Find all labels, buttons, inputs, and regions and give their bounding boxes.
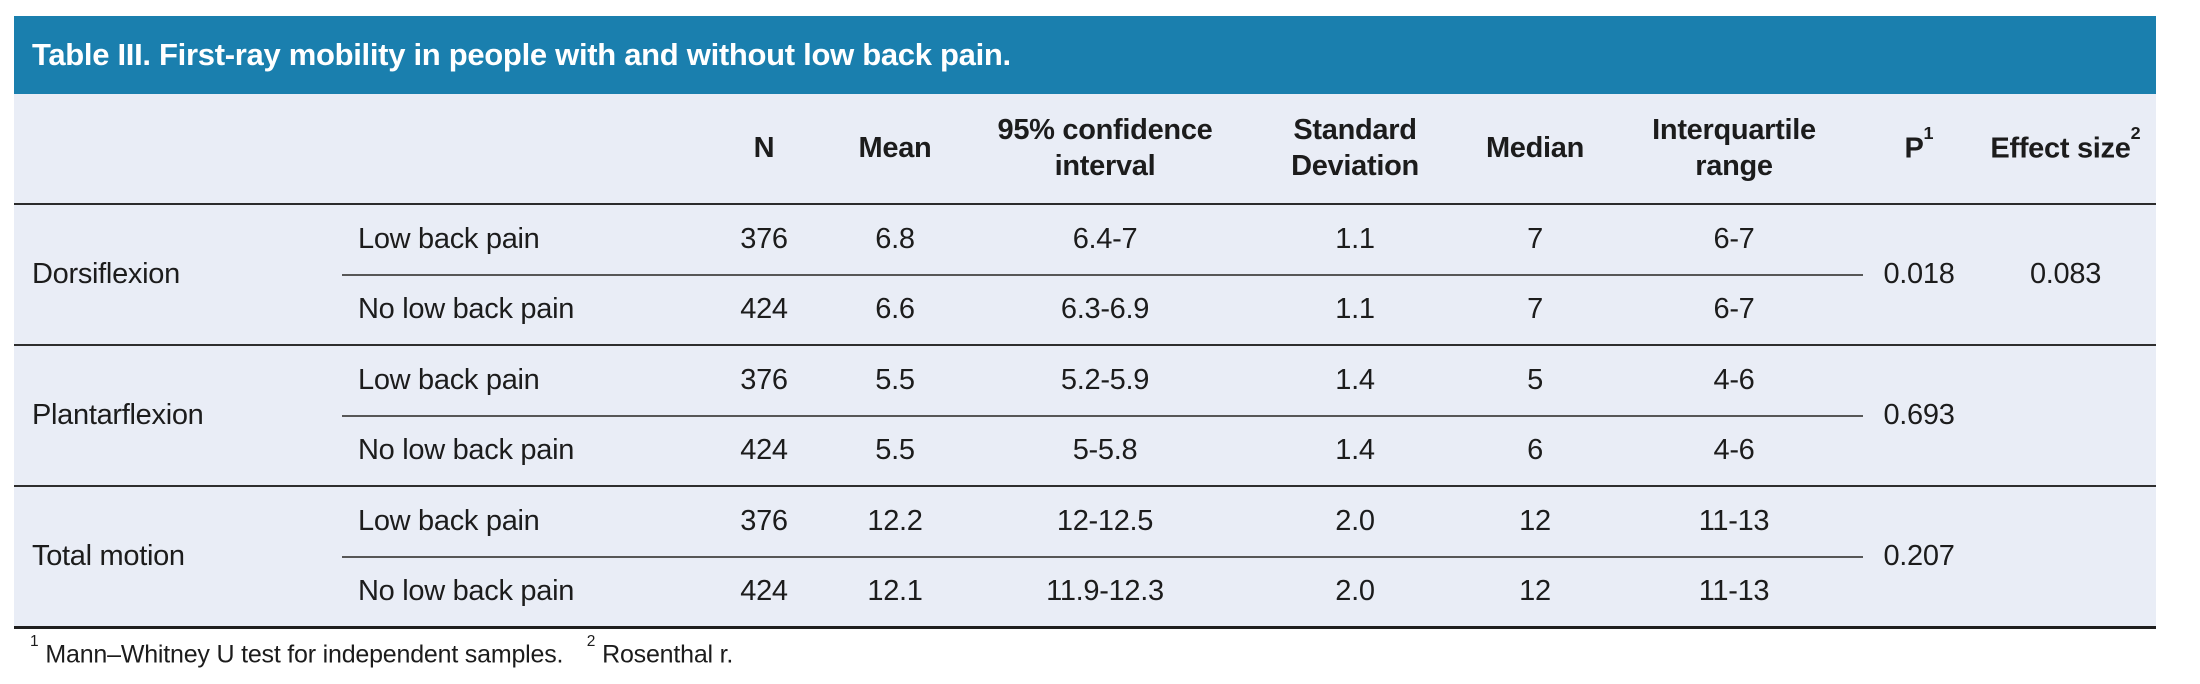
param-cell-total-motion: Total motion <box>14 486 342 629</box>
effect-size-cell <box>1975 345 2156 487</box>
n-cell: 376 <box>703 204 825 276</box>
col-header-p: P1 <box>1863 94 1975 205</box>
iqr-cell: 6-7 <box>1605 204 1863 276</box>
effect-size-cell: 0.083 <box>1975 204 2156 346</box>
table-title: Table III. First-ray mobility in people … <box>32 37 1011 72</box>
col-header-group <box>342 94 703 205</box>
ci-cell: 5.2-5.9 <box>965 345 1245 417</box>
col-header-median: Median <box>1465 94 1605 205</box>
param-cell-dorsiflexion: Dorsiflexion <box>14 204 342 346</box>
col-header-n: N <box>703 94 825 205</box>
p-cell: 0.693 <box>1863 345 1975 487</box>
footnote-marker-2: 2 <box>586 633 596 651</box>
sd-cell: 2.0 <box>1245 556 1465 629</box>
p-cell: 0.207 <box>1863 486 1975 629</box>
median-cell: 7 <box>1465 274 1605 346</box>
header-row: N Mean 95% confidence interval Standard … <box>14 94 2156 205</box>
n-cell: 376 <box>703 486 825 558</box>
col-header-parameter <box>14 94 342 205</box>
table-row: No low back pain 424 6.6 6.3-6.9 1.1 7 6… <box>14 274 2156 346</box>
sd-cell: 1.1 <box>1245 274 1465 346</box>
col-header-sd: Standard Deviation <box>1245 94 1465 205</box>
mean-cell: 5.5 <box>825 415 965 487</box>
iqr-cell: 6-7 <box>1605 274 1863 346</box>
mean-cell: 12.1 <box>825 556 965 629</box>
ci-cell: 12-12.5 <box>965 486 1245 558</box>
p-cell: 0.018 <box>1863 204 1975 346</box>
sd-cell: 2.0 <box>1245 486 1465 558</box>
table-row: No low back pain 424 5.5 5-5.8 1.4 6 4-6 <box>14 415 2156 487</box>
col-header-mean: Mean <box>825 94 965 205</box>
group-cell: Low back pain <box>342 204 703 276</box>
ci-cell: 6.3-6.9 <box>965 274 1245 346</box>
mean-cell: 12.2 <box>825 486 965 558</box>
median-cell: 6 <box>1465 415 1605 487</box>
footnote-text-2: Rosenthal r. <box>602 640 734 669</box>
mean-cell: 5.5 <box>825 345 965 417</box>
ci-cell: 5-5.8 <box>965 415 1245 487</box>
param-cell-plantarflexion: Plantarflexion <box>14 345 342 487</box>
group-cell: No low back pain <box>342 274 703 346</box>
p-superscript: 1 <box>1923 122 1934 143</box>
mean-cell: 6.8 <box>825 204 965 276</box>
sd-cell: 1.4 <box>1245 415 1465 487</box>
sd-cell: 1.4 <box>1245 345 1465 417</box>
n-cell: 424 <box>703 415 825 487</box>
col-header-effect-size: Effect size2 <box>1975 94 2156 205</box>
sd-cell: 1.1 <box>1245 204 1465 276</box>
iqr-cell: 4-6 <box>1605 415 1863 487</box>
n-cell: 424 <box>703 556 825 629</box>
footnote-text-1: Mann–Whitney U test for independent samp… <box>45 640 564 669</box>
effect-size-superscript: 2 <box>2130 122 2141 143</box>
group-cell: No low back pain <box>342 556 703 629</box>
table-row: Total motion Low back pain 376 12.2 12-1… <box>14 486 2156 629</box>
first-ray-mobility-table: N Mean 95% confidence interval Standard … <box>14 94 2156 629</box>
iqr-cell: 11-13 <box>1605 486 1863 558</box>
iqr-cell: 11-13 <box>1605 556 1863 629</box>
iqr-cell: 4-6 <box>1605 345 1863 417</box>
ci-cell: 6.4-7 <box>965 204 1245 276</box>
group-cell: Low back pain <box>342 486 703 558</box>
table-row: Dorsiflexion Low back pain 376 6.8 6.4-7… <box>14 204 2156 346</box>
effect-size-cell <box>1975 486 2156 629</box>
median-cell: 12 <box>1465 486 1605 558</box>
table-row: Plantarflexion Low back pain 376 5.5 5.2… <box>14 345 2156 487</box>
n-cell: 424 <box>703 274 825 346</box>
table-footnote: 1 Mann–Whitney U test for independent sa… <box>30 633 734 670</box>
median-cell: 7 <box>1465 204 1605 276</box>
group-cell: Low back pain <box>342 345 703 417</box>
table-row: No low back pain 424 12.1 11.9-12.3 2.0 … <box>14 556 2156 629</box>
median-cell: 5 <box>1465 345 1605 417</box>
n-cell: 376 <box>703 345 825 417</box>
col-header-ci: 95% confidence interval <box>965 94 1245 205</box>
mean-cell: 6.6 <box>825 274 965 346</box>
median-cell: 12 <box>1465 556 1605 629</box>
ci-cell: 11.9-12.3 <box>965 556 1245 629</box>
footnote-marker-1: 1 <box>30 633 39 651</box>
table-title-bar: Table III. First-ray mobility in people … <box>14 16 2156 94</box>
group-cell: No low back pain <box>342 415 703 487</box>
col-header-iqr: Interquartile range <box>1605 94 1863 205</box>
